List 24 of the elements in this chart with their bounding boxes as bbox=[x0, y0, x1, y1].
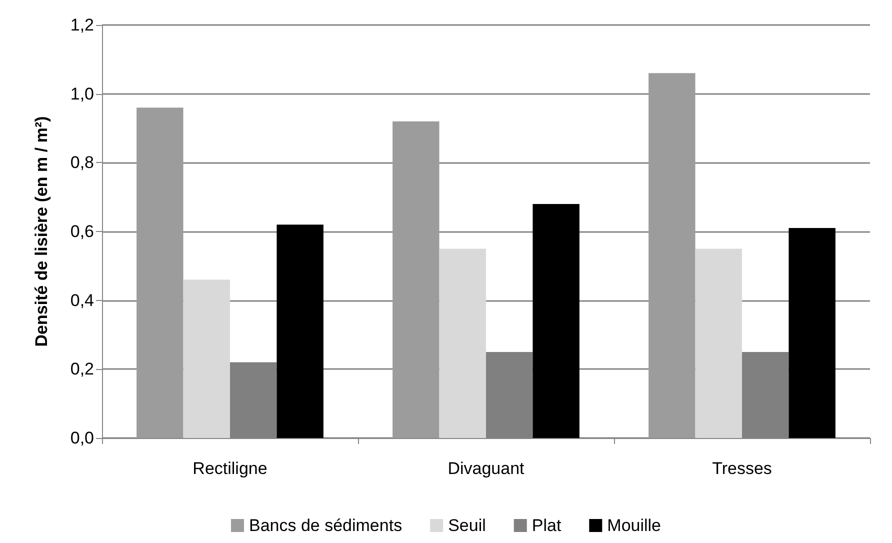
bar bbox=[136, 108, 184, 438]
x-tick-label: Tresses bbox=[712, 459, 772, 478]
legend-label: Bancs de sédiments bbox=[248, 516, 402, 535]
x-tick-label: Rectiligne bbox=[192, 459, 268, 478]
y-tick-label: 0,0 bbox=[70, 428, 94, 448]
bar bbox=[695, 248, 742, 438]
y-tick-label: 1,0 bbox=[70, 84, 94, 104]
bar bbox=[648, 73, 696, 438]
bar bbox=[183, 280, 230, 438]
legend-label: Plat bbox=[532, 516, 562, 535]
y-axis-title: Densité de lisière (en m / m²) bbox=[32, 116, 51, 347]
bar bbox=[392, 121, 440, 438]
legend-label: Seuil bbox=[448, 516, 486, 535]
legend-label: Mouille bbox=[607, 516, 662, 535]
x-tick-label: Divaguant bbox=[448, 459, 525, 478]
y-tick-label: 0,6 bbox=[70, 222, 94, 241]
y-tick-label: 0,8 bbox=[70, 153, 94, 172]
y-tick-label: 1,2 bbox=[70, 16, 94, 34]
bar bbox=[276, 224, 324, 438]
bar bbox=[439, 248, 486, 438]
bar bbox=[788, 228, 836, 438]
bar bbox=[532, 204, 580, 438]
y-tick-label: 0,2 bbox=[70, 360, 94, 379]
y-tick-label: 0,4 bbox=[70, 290, 94, 310]
